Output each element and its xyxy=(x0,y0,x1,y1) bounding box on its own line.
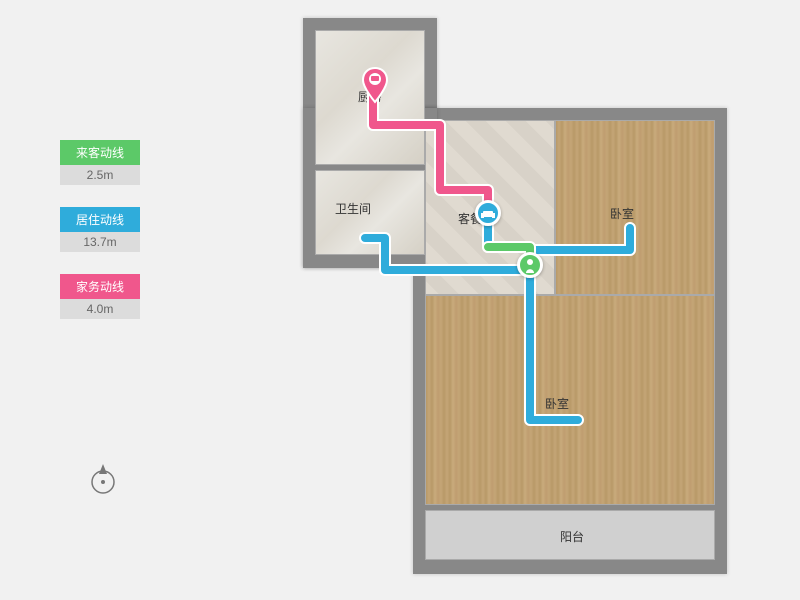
legend-value: 2.5m xyxy=(60,165,140,185)
floorplan: 厨房 卫生间 客餐厅 卧室 卧室 阳台 xyxy=(270,30,730,575)
legend-value: 4.0m xyxy=(60,299,140,319)
label-balcony: 阳台 xyxy=(560,528,584,545)
legend-label: 家务动线 xyxy=(60,274,140,299)
node-entry xyxy=(517,252,543,278)
legend-item-living: 居住动线 13.7m xyxy=(60,207,140,252)
compass-icon xyxy=(85,460,121,496)
legend-label: 居住动线 xyxy=(60,207,140,232)
room-bedroom2 xyxy=(425,295,715,505)
node-kitchen-pin xyxy=(360,66,390,104)
legend-value: 13.7m xyxy=(60,232,140,252)
label-bathroom: 卫生间 xyxy=(335,200,371,217)
legend-label: 来客动线 xyxy=(60,140,140,165)
label-bedroom1: 卧室 xyxy=(610,205,634,222)
legend-item-visitor: 来客动线 2.5m xyxy=(60,140,140,185)
legend-item-housework: 家务动线 4.0m xyxy=(60,274,140,319)
label-bedroom2: 卧室 xyxy=(545,395,569,412)
node-living xyxy=(475,200,501,226)
room-bedroom1 xyxy=(555,120,715,295)
legend: 来客动线 2.5m 居住动线 13.7m 家务动线 4.0m xyxy=(60,140,140,341)
